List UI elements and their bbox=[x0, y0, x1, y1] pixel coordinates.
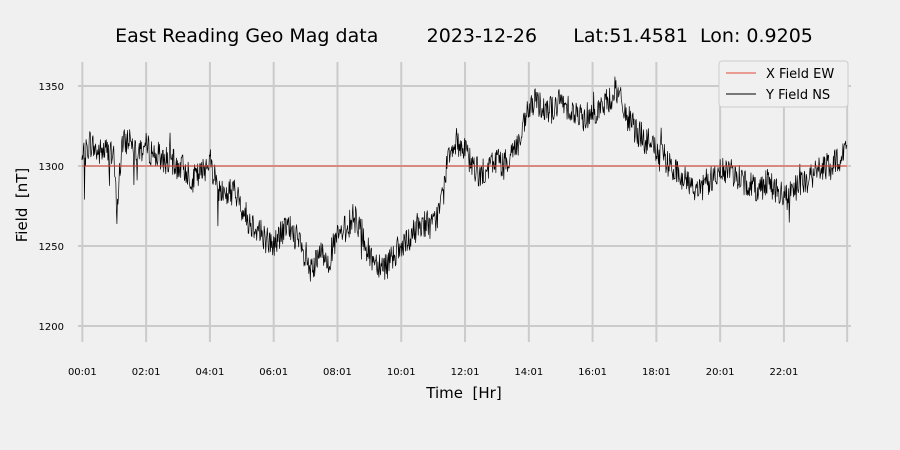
x-tick-label: 20:01 bbox=[706, 367, 735, 378]
y-tick-label: 1300 bbox=[39, 162, 64, 173]
x-tick-label: 18:01 bbox=[642, 367, 671, 378]
legend: X Field EW Y Field NS bbox=[718, 60, 849, 108]
x-tick-label: 06:01 bbox=[259, 367, 288, 378]
x-tick-label: 08:01 bbox=[323, 367, 352, 378]
x-tick-label: 10:01 bbox=[387, 367, 416, 378]
x-tick-label: 14:01 bbox=[514, 367, 543, 378]
y-tick-label: 1250 bbox=[39, 242, 64, 253]
series-y-field-ns-line bbox=[81, 76, 848, 282]
y-tick-label: 1200 bbox=[39, 322, 64, 333]
legend-label-x-field: X Field EW bbox=[766, 67, 834, 82]
x-tick-label: 04:01 bbox=[196, 367, 225, 378]
x-tick-label: 16:01 bbox=[578, 367, 607, 378]
chart-title: East Reading Geo Mag data 2023-12-26 Lat… bbox=[115, 25, 813, 47]
y-axis-label: Field [nT] bbox=[13, 168, 31, 243]
x-axis-label: Time [Hr] bbox=[425, 384, 501, 402]
tick-labels: 00:01 02:01 04:01 06:01 08:01 10:01 12:01 14:01… bbox=[39, 82, 799, 378]
legend-label-y-field: Y Field NS bbox=[765, 88, 830, 103]
x-tick-label: 00:01 bbox=[68, 367, 97, 378]
series-layer bbox=[81, 76, 848, 282]
x-tick-label: 22:01 bbox=[770, 367, 799, 378]
x-tick-label: 02:01 bbox=[132, 367, 161, 378]
y-tick-label: 1350 bbox=[39, 82, 64, 93]
grid bbox=[78, 62, 851, 342]
x-tick-label: 12:01 bbox=[451, 367, 480, 378]
